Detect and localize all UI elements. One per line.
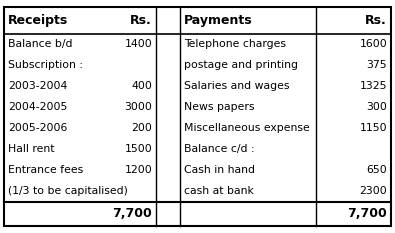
Text: Payments: Payments — [184, 14, 252, 27]
Text: 1150: 1150 — [359, 123, 387, 133]
Text: 1325: 1325 — [359, 81, 387, 91]
Text: 1400: 1400 — [124, 39, 152, 49]
Text: 1500: 1500 — [124, 144, 152, 154]
Text: Rs.: Rs. — [365, 14, 387, 27]
Text: (1/3 to be capitalised): (1/3 to be capitalised) — [8, 186, 128, 196]
Text: 2005-2006: 2005-2006 — [8, 123, 67, 133]
Text: Hall rent: Hall rent — [8, 144, 55, 154]
Text: Salaries and wages: Salaries and wages — [184, 81, 289, 91]
Text: 400: 400 — [131, 81, 152, 91]
Text: 200: 200 — [131, 123, 152, 133]
Text: 3000: 3000 — [124, 102, 152, 112]
Text: Cash in hand: Cash in hand — [184, 165, 255, 175]
Text: Balance b/d: Balance b/d — [8, 39, 72, 49]
Text: Balance c/d :: Balance c/d : — [184, 144, 254, 154]
Text: 7,700: 7,700 — [112, 207, 152, 220]
Text: News papers: News papers — [184, 102, 254, 112]
Text: cash at bank: cash at bank — [184, 186, 254, 196]
Text: 1600: 1600 — [359, 39, 387, 49]
Text: Entrance fees: Entrance fees — [8, 165, 83, 175]
Text: Telephone charges: Telephone charges — [184, 39, 286, 49]
Text: Rs.: Rs. — [130, 14, 152, 27]
Text: Receipts: Receipts — [8, 14, 68, 27]
Text: 2004-2005: 2004-2005 — [8, 102, 67, 112]
Text: Miscellaneous expense: Miscellaneous expense — [184, 123, 309, 133]
Text: postage and printing: postage and printing — [184, 60, 298, 70]
Text: 2003-2004: 2003-2004 — [8, 81, 67, 91]
Text: 300: 300 — [366, 102, 387, 112]
Text: 375: 375 — [367, 60, 387, 70]
Text: 2300: 2300 — [359, 186, 387, 196]
Text: 7,700: 7,700 — [347, 207, 387, 220]
Text: 1200: 1200 — [124, 165, 152, 175]
Text: Subscription :: Subscription : — [8, 60, 83, 70]
Text: 650: 650 — [366, 165, 387, 175]
